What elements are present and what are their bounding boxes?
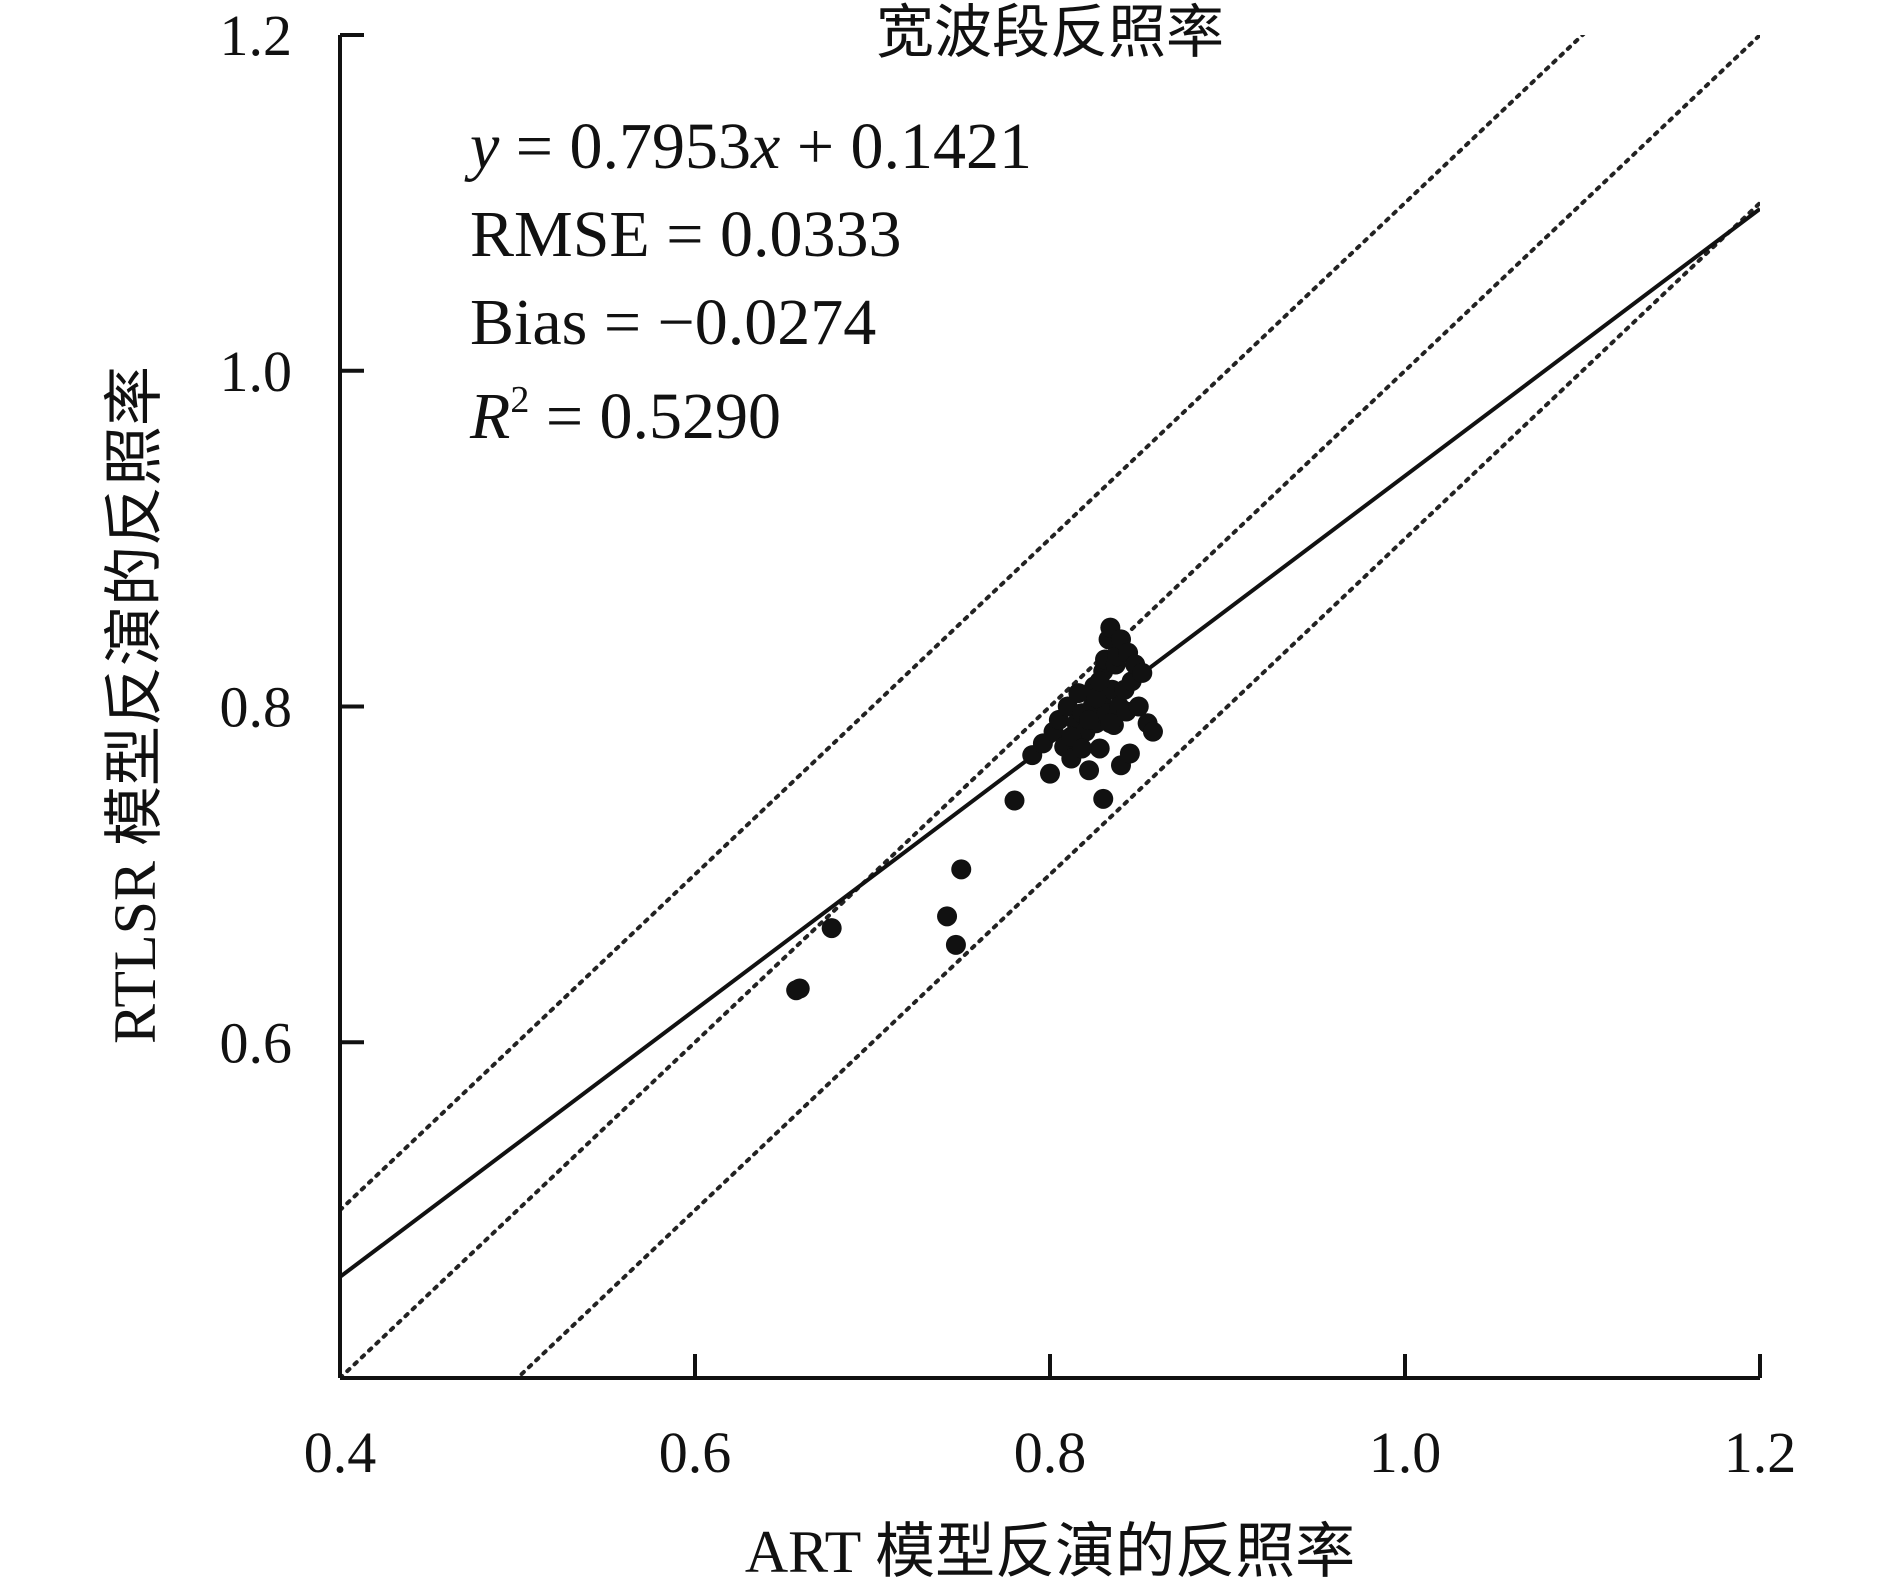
data-point-5 [945, 934, 966, 955]
data-point-51 [1086, 688, 1107, 709]
data-point-42 [1119, 743, 1140, 764]
y-axis-title: RTLSR 模型反演的反照率 [102, 366, 168, 1044]
data-point-4 [937, 906, 958, 927]
y-tick-label-1: 0.6 [220, 1010, 293, 1075]
x-tick-label-2: 0.6 [659, 1420, 732, 1485]
reference-line-2 [340, 35, 1760, 1378]
data-point-46 [1132, 662, 1153, 683]
data-point-17 [1068, 683, 1089, 704]
data-point-24 [1089, 738, 1110, 759]
data-point-2 [789, 978, 810, 999]
x-tick-label-3: 0.8 [1014, 1420, 1087, 1485]
data-point-10 [1040, 763, 1060, 784]
reference-line-3 [514, 200, 1760, 1378]
data-point-26 [1093, 788, 1114, 809]
data-point-7 [1004, 790, 1025, 811]
data-point-52 [1100, 713, 1121, 734]
data-point-20 [1079, 760, 1100, 781]
data-point-6 [951, 859, 972, 880]
data-points [786, 617, 1163, 1001]
x-axis-title: ART 模型反演的反照率 [745, 1519, 1355, 1583]
y-tick-label-2: 0.8 [220, 675, 293, 740]
data-point-54 [1089, 671, 1110, 692]
data-point-48 [1142, 721, 1163, 742]
bias-label: Bias = −0.0274 [470, 286, 876, 359]
y-tick-label-3: 1.0 [220, 339, 293, 404]
fit-equation: y = 0.7953x + 0.1421 [464, 110, 1032, 183]
data-point-45 [1128, 696, 1149, 717]
chart-title: 宽波段反照率 [876, 0, 1224, 65]
r2-label: R2 = 0.5290 [469, 379, 781, 453]
x-tick-label-1: 0.4 [304, 1420, 377, 1485]
x-tick-label-5: 1.2 [1724, 1420, 1797, 1485]
rmse-label: RMSE = 0.0333 [470, 198, 901, 271]
axes: 0.4 0.6 0.8 1.0 1.2 0.6 0.8 1.0 1.2 [220, 3, 1797, 1485]
data-point-53 [1079, 709, 1100, 730]
y-tick-label-4: 1.2 [220, 3, 293, 68]
data-point-3 [821, 918, 842, 939]
reference-line-1 [340, 35, 1586, 1213]
reference-lines [340, 35, 1760, 1378]
x-tick-label-4: 1.0 [1369, 1420, 1442, 1485]
data-point-50 [1071, 738, 1092, 759]
